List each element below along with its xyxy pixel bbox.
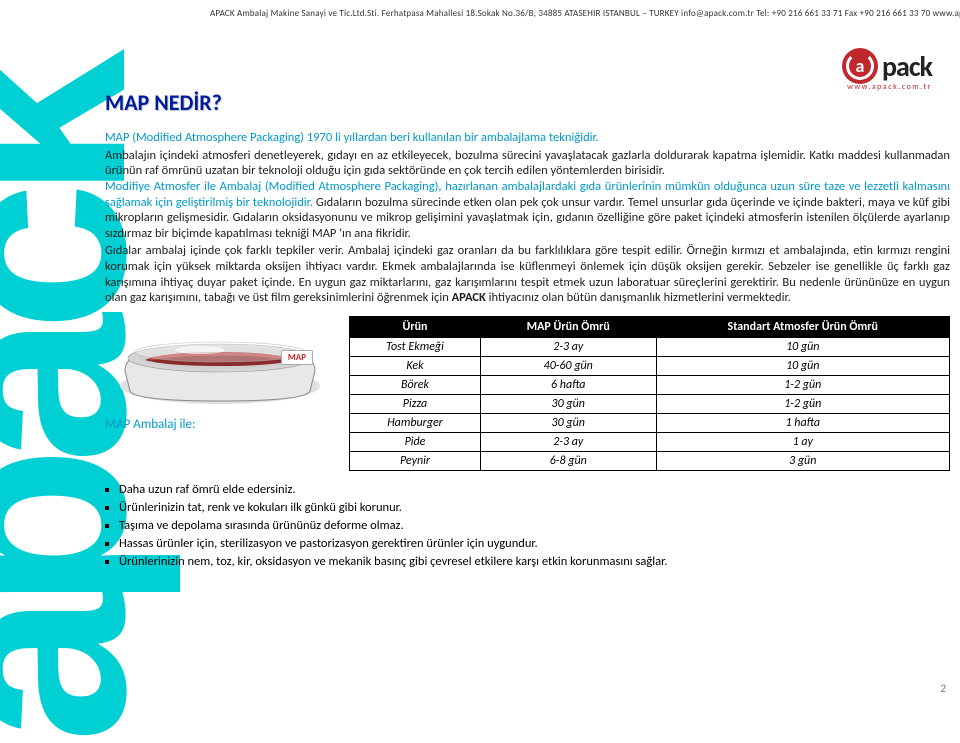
table-header-row: Ürün MAP Ürün Ömrü Standart Atmosfer Ürü…	[350, 316, 950, 337]
para2-tail: ihtiyacınız olan bütün danışmanlık hizme…	[486, 290, 791, 305]
table-row: Peynir6-8 gün3 gün	[350, 451, 950, 470]
table-cell: 30 gün	[480, 413, 656, 432]
top-contact-bar: APACK Ambalaj Makine Sanayi ve Tic.Ltd.S…	[105, 8, 950, 19]
table-cell: Kek	[350, 356, 481, 375]
table-cell: 1-2 gün	[656, 394, 949, 413]
table-row: Hamburger30 gün1 hafta	[350, 413, 950, 432]
paragraph-1: Ambalajın içindeki atmosferi denetleyere…	[105, 148, 950, 242]
table-row: Kek40-60 gün10 gün	[350, 356, 950, 375]
table-cell: 1-2 gün	[656, 375, 949, 394]
list-item: Daha uzun raf ömrü elde edersiniz.	[119, 481, 950, 499]
table-cell: 30 gün	[480, 394, 656, 413]
table-cell: Peynir	[350, 451, 481, 470]
table-row: Pizza30 gün1-2 gün	[350, 394, 950, 413]
table-row: Börek6 hafta1-2 gün	[350, 375, 950, 394]
table-cell: 1 hafta	[656, 413, 949, 432]
table-row: Tost Ekmeği2-3 ay10 gün	[350, 337, 950, 356]
tray-illustration: MAP MAP Ambalaj ile:	[105, 316, 335, 432]
list-item: Taşıma ve depolama sırasında ürününüz de…	[119, 517, 950, 535]
tray-map-label: MAP	[281, 350, 313, 365]
th-std-life: Standart Atmosfer Ürün Ömrü	[656, 316, 949, 337]
lead-sentence: MAP (Modified Atmosphere Packaging) 1970…	[105, 130, 950, 146]
list-item: Ürünlerinizin nem, toz, kir, oksidasyon …	[119, 553, 950, 571]
th-map-life: MAP Ürün Ömrü	[480, 316, 656, 337]
brand-mark-icon: a	[842, 48, 878, 84]
brand-name: pack	[882, 49, 932, 84]
table-cell: 1 ay	[656, 432, 949, 451]
table-cell: 10 gün	[656, 337, 949, 356]
list-item: Ürünlerinizin tat, renk ve kokuları ilk …	[119, 499, 950, 517]
para2-bold: APACK	[452, 290, 486, 305]
table-cell: Pizza	[350, 394, 481, 413]
list-item: Hassas ürünler için, sterilizasyon ve pa…	[119, 535, 950, 553]
shelf-life-table: Ürün MAP Ürün Ömrü Standart Atmosfer Ürü…	[349, 316, 950, 471]
table-cell: Pide	[350, 432, 481, 451]
table-cell: Hamburger	[350, 413, 481, 432]
table-cell: 6-8 gün	[480, 451, 656, 470]
paragraph-2: Gıdalar ambalaj içinde çok farklı tepkil…	[105, 243, 950, 306]
table-cell: 10 gün	[656, 356, 949, 375]
brand-mark-letter: a	[842, 48, 878, 84]
table-cell: Börek	[350, 375, 481, 394]
brand-block: a pack www.apack.com.tr	[842, 48, 932, 92]
table-cell: 40-60 gün	[480, 356, 656, 375]
table-cell: Tost Ekmeği	[350, 337, 481, 356]
side-brand-text: apack	[0, 0, 100, 743]
table-cell: 2-3 ay	[480, 432, 656, 451]
page-number: 2	[940, 682, 946, 695]
th-product: Ürün	[350, 316, 481, 337]
table-row: Pide2-3 ay1 ay	[350, 432, 950, 451]
page-title: MAP NEDİR?	[105, 89, 950, 116]
table-cell: 2-3 ay	[480, 337, 656, 356]
table-cell: 6 hafta	[480, 375, 656, 394]
subhead: MAP Ambalaj ile:	[105, 417, 335, 432]
table-cell: 3 gün	[656, 451, 949, 470]
benefits-list: Daha uzun raf ömrü elde edersiniz.Ürünle…	[107, 481, 950, 572]
para1-pre: Ambalajın içindeki atmosferi denetleyere…	[105, 148, 950, 179]
